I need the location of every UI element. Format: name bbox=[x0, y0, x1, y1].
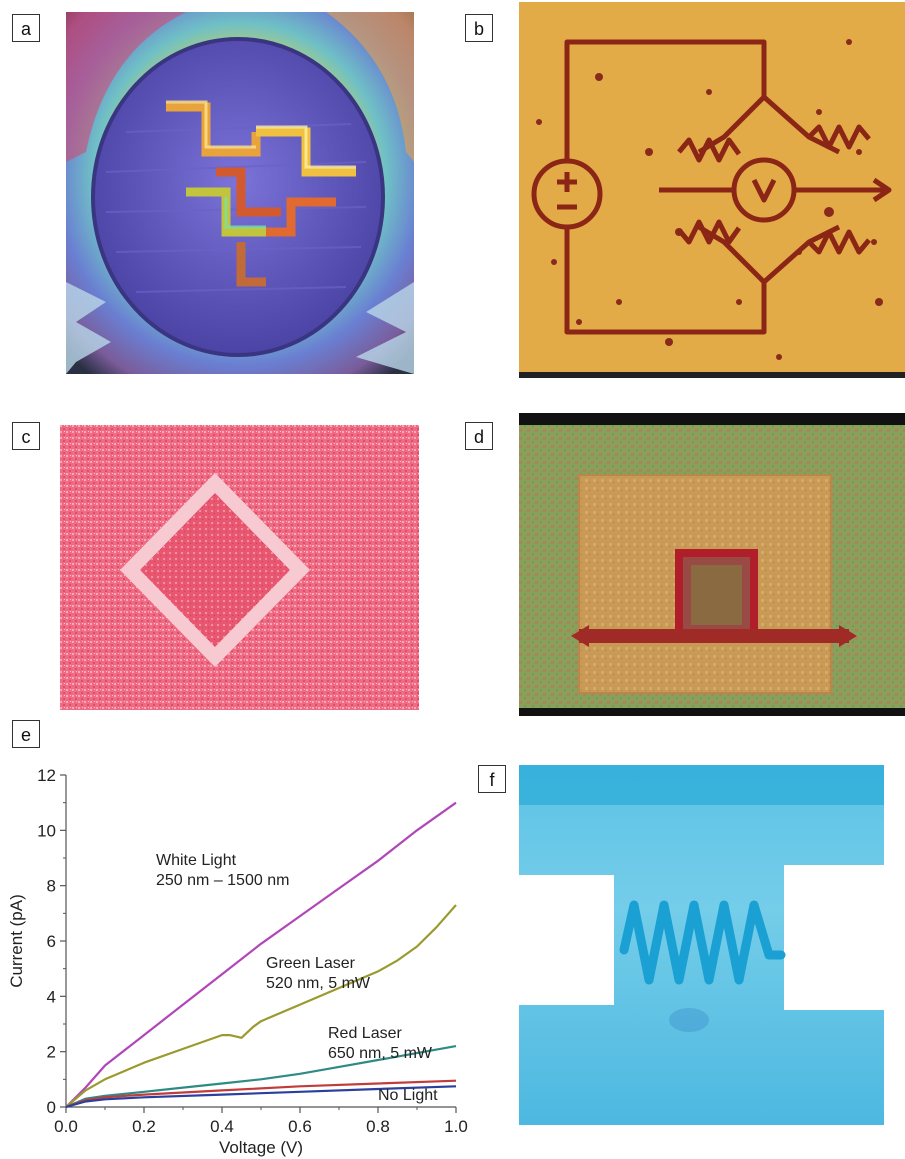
panel-b-image bbox=[519, 2, 905, 378]
panel-label-e: e bbox=[12, 720, 40, 748]
y-tick-label: 6 bbox=[47, 932, 56, 951]
y-tick-label: 0 bbox=[47, 1098, 56, 1117]
series-line-1 bbox=[65, 904, 457, 1108]
series-line-3 bbox=[65, 1079, 457, 1109]
annotation-label-3: No Light bbox=[378, 1087, 438, 1104]
panel-c-image bbox=[60, 425, 419, 710]
panel-label-c: c bbox=[12, 422, 40, 450]
annotation-label-1: 520 nm, 5 mW bbox=[266, 975, 371, 992]
y-tick-label: 2 bbox=[47, 1043, 56, 1062]
series-line-0 bbox=[65, 801, 457, 1108]
x-tick-label: 1.0 bbox=[444, 1117, 468, 1136]
x-axis-title: Voltage (V) bbox=[219, 1138, 303, 1157]
panel-d-image bbox=[519, 413, 905, 716]
annotation-label-0: White Light bbox=[156, 852, 237, 869]
panel-label-d: d bbox=[465, 422, 493, 450]
panel-label-f: f bbox=[478, 765, 506, 793]
y-tick-label: 8 bbox=[47, 877, 56, 896]
panel-e-chart: 0 2 4 6 8 10 12 0.0 0.2 0.4 0.6 0.8 1.0 Voltage (V) Cu… bbox=[0, 755, 480, 1159]
panel-label-a: a bbox=[12, 14, 40, 42]
annotation-label-1: Green Laser bbox=[266, 955, 356, 972]
x-tick-label: 0.0 bbox=[54, 1117, 78, 1136]
y-tick-label: 12 bbox=[37, 766, 56, 785]
y-tick-label: 10 bbox=[37, 821, 56, 840]
x-tick-label: 0.8 bbox=[366, 1117, 390, 1136]
x-tick-label: 0.6 bbox=[288, 1117, 312, 1136]
y-tick-label: 4 bbox=[47, 987, 56, 1006]
x-tick-label: 0.4 bbox=[210, 1117, 234, 1136]
iv-chart-svg: 0 2 4 6 8 10 12 0.0 0.2 0.4 0.6 0.8 1.0 Voltage (V) Cu… bbox=[7, 766, 468, 1157]
x-tick-label: 0.2 bbox=[132, 1117, 156, 1136]
annotation-label-2: Red Laser bbox=[328, 1025, 402, 1042]
series-line-4 bbox=[65, 1085, 457, 1109]
annotation-label-2: 650 nm, 5 mW bbox=[328, 1045, 433, 1062]
panel-label-b: b bbox=[465, 14, 493, 42]
panel-a-image bbox=[66, 12, 414, 374]
annotation-label-0: 250 nm – 1500 nm bbox=[156, 872, 289, 889]
panel-f-image bbox=[519, 765, 884, 1125]
series-line-2 bbox=[65, 1045, 457, 1109]
y-axis-title: Current (pA) bbox=[7, 894, 26, 988]
